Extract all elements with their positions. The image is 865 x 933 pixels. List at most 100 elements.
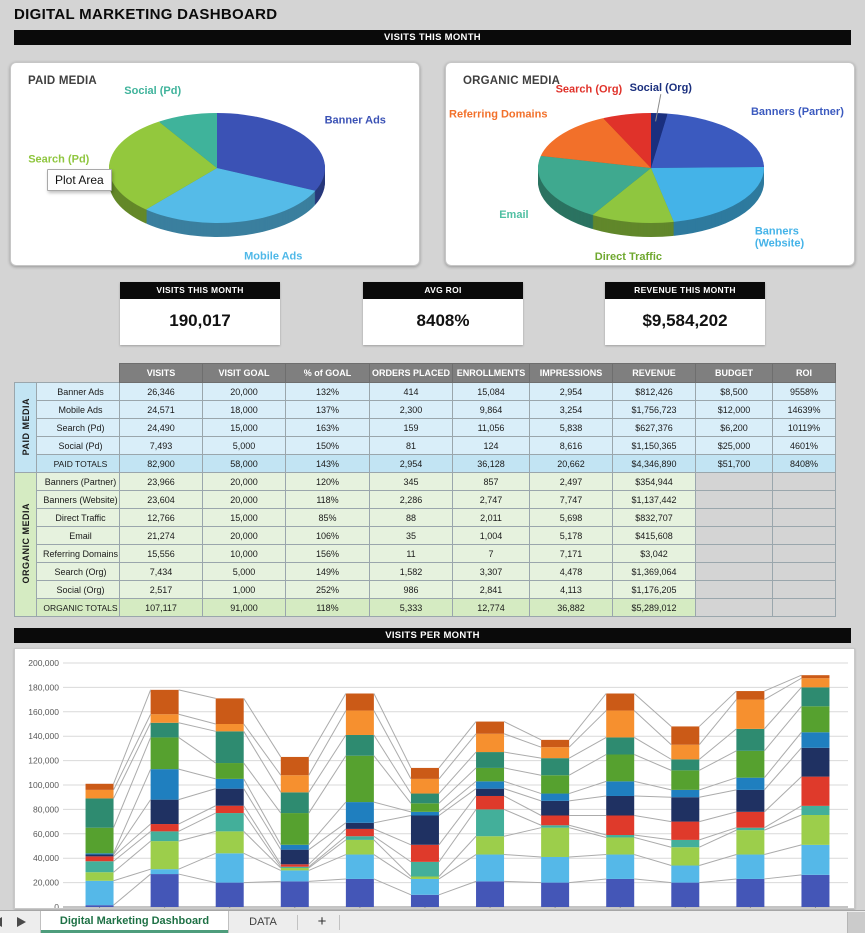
bar-segment[interactable] — [801, 776, 830, 806]
table-cell[interactable]: 2,954 — [529, 382, 613, 401]
table-cell[interactable]: $4,346,890 — [612, 454, 696, 473]
table-cell[interactable]: 85% — [285, 508, 370, 527]
table-cell[interactable]: 4,113 — [529, 580, 613, 599]
row-label[interactable]: Direct Traffic — [36, 508, 120, 527]
table-cell[interactable]: 15,556 — [119, 544, 203, 563]
bar-segment[interactable] — [476, 788, 505, 796]
table-cell[interactable]: 3,254 — [529, 400, 613, 419]
bar-segment[interactable] — [671, 759, 700, 771]
bar-segment[interactable] — [801, 815, 830, 845]
table-cell[interactable]: $1,137,442 — [612, 490, 696, 509]
paid-media-pie-chart[interactable]: Banner Ads Mobile Ads Search (Pd) Social (P… — [11, 63, 420, 266]
bar-segment[interactable] — [280, 881, 309, 907]
kpi-revenue-this-month[interactable]: REVENUE THIS MONTH $9,584,202 — [605, 282, 765, 345]
row-label[interactable]: Banner Ads — [36, 382, 120, 401]
column-header[interactable]: % of GOAL — [285, 363, 370, 383]
paid-media-chart-card[interactable]: Banner Ads Mobile Ads Search (Pd) Social (P… — [10, 62, 420, 266]
table-cell[interactable]: 2,841 — [452, 580, 530, 599]
table-cell[interactable]: 15,000 — [202, 508, 286, 527]
table-cell[interactable]: $12,000 — [695, 400, 773, 419]
pie-slice[interactable] — [603, 113, 651, 168]
bar-segment[interactable] — [345, 693, 374, 711]
table-cell[interactable]: $354,944 — [612, 472, 696, 491]
bar-segment[interactable] — [476, 809, 505, 837]
bar-segment[interactable] — [410, 878, 439, 895]
bar-segment[interactable] — [801, 675, 830, 679]
row-label[interactable]: Social (Pd) — [36, 436, 120, 455]
table-cell[interactable]: 23,966 — [119, 472, 203, 491]
bar-segment[interactable] — [410, 778, 439, 794]
table-cell[interactable]: 20,662 — [529, 454, 613, 473]
bar-segment[interactable] — [736, 878, 765, 907]
table-cell[interactable]: 12,766 — [119, 508, 203, 527]
column-header[interactable]: VISITS — [119, 363, 203, 383]
bar-segment[interactable] — [410, 894, 439, 907]
row-label[interactable]: Search (Org) — [36, 562, 120, 581]
bar-segment[interactable] — [606, 854, 635, 879]
pie-slice[interactable] — [158, 113, 217, 168]
table-cell[interactable]: 107,117 — [119, 598, 203, 617]
visits-bar-month-2[interactable] — [150, 689, 179, 907]
bar-segment[interactable] — [85, 856, 114, 862]
bar-segment[interactable] — [345, 710, 374, 735]
bar-segment[interactable] — [150, 769, 179, 800]
bar-segment[interactable] — [345, 839, 374, 855]
bar-segment[interactable] — [345, 755, 374, 803]
bar-segment[interactable] — [736, 830, 765, 855]
bar-segment[interactable] — [541, 825, 570, 828]
table-cell[interactable]: 82,900 — [119, 454, 203, 473]
bar-segment[interactable] — [541, 800, 570, 816]
table-cell[interactable]: 2,517 — [119, 580, 203, 599]
pie-slice[interactable] — [540, 118, 651, 168]
table-cell[interactable]: 1,000 — [202, 580, 286, 599]
table-cell[interactable]: 4601% — [772, 436, 836, 455]
bar-segment[interactable] — [345, 878, 374, 907]
add-sheet-button[interactable]: + — [317, 913, 327, 930]
bar-segment[interactable] — [215, 882, 244, 907]
table-cell[interactable]: $1,176,205 — [612, 580, 696, 599]
bar-segment[interactable] — [410, 767, 439, 779]
column-header[interactable]: ROI — [772, 363, 836, 383]
bar-segment[interactable] — [280, 867, 309, 871]
table-cell[interactable]: 1,004 — [452, 526, 530, 545]
bar-segment[interactable] — [410, 793, 439, 804]
bar-segment[interactable] — [736, 750, 765, 778]
table-cell[interactable]: $6,200 — [695, 418, 773, 437]
bar-segment[interactable] — [410, 844, 439, 862]
bar-segment[interactable] — [736, 789, 765, 812]
row-label[interactable]: PAID TOTALS — [36, 454, 120, 473]
bar-segment[interactable] — [736, 854, 765, 879]
column-header[interactable]: IMPRESSIONS — [529, 363, 613, 383]
bar-segment[interactable] — [606, 781, 635, 796]
table-cell[interactable]: 20,000 — [202, 382, 286, 401]
bar-segment[interactable] — [345, 802, 374, 823]
table-cell[interactable]: 2,954 — [369, 454, 453, 473]
bar-segment[interactable] — [280, 849, 309, 865]
table-cell[interactable]: $812,426 — [612, 382, 696, 401]
table-cell[interactable]: 5,698 — [529, 508, 613, 527]
table-cell[interactable]: 132% — [285, 382, 370, 401]
row-label[interactable]: Search (Pd) — [36, 418, 120, 437]
bar-segment[interactable] — [606, 693, 635, 711]
column-header[interactable]: VISIT GOAL — [202, 363, 286, 383]
bar-segment[interactable] — [150, 824, 179, 832]
table-cell[interactable]: 2,286 — [369, 490, 453, 509]
bar-segment[interactable] — [280, 864, 309, 867]
bar-segment[interactable] — [150, 841, 179, 870]
table-cell[interactable]: 163% — [285, 418, 370, 437]
table-cell[interactable]: 120% — [285, 472, 370, 491]
bar-segment[interactable] — [541, 815, 570, 826]
table-cell[interactable]: 143% — [285, 454, 370, 473]
bar-segment[interactable] — [85, 783, 114, 790]
bar-segment[interactable] — [410, 815, 439, 845]
table-cell[interactable]: 7,493 — [119, 436, 203, 455]
bar-segment[interactable] — [541, 827, 570, 857]
bar-segment[interactable] — [541, 739, 570, 748]
table-cell[interactable]: 18,000 — [202, 400, 286, 419]
table-cell[interactable]: 7,171 — [529, 544, 613, 563]
bar-segment[interactable] — [671, 797, 700, 822]
bar-segment[interactable] — [215, 853, 244, 883]
table-cell[interactable]: 15,084 — [452, 382, 530, 401]
bar-segment[interactable] — [476, 795, 505, 810]
bar-segment[interactable] — [215, 813, 244, 832]
